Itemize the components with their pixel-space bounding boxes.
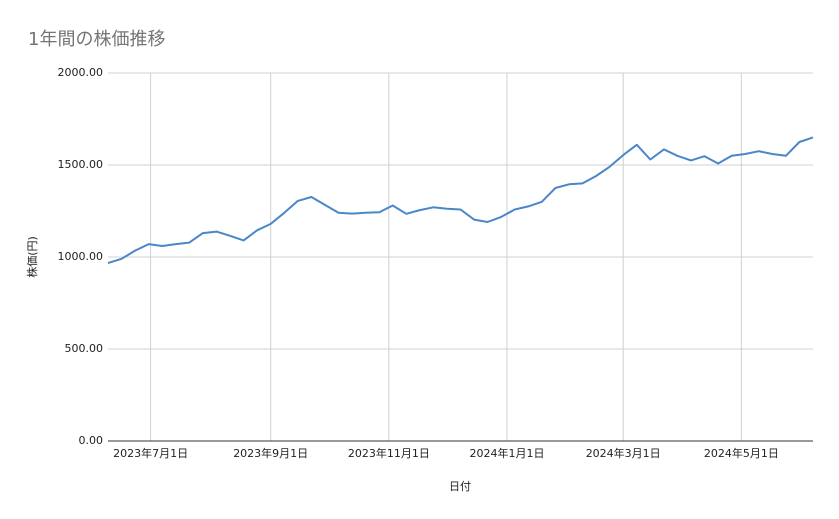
x-tick-label: 2024年5月1日 [704, 446, 779, 460]
y-axis-title: 株価(円) [25, 236, 39, 278]
x-tick-label: 2023年11月1日 [348, 446, 430, 460]
chart-title: 1年間の株価推移 [28, 29, 165, 50]
series-line [107, 136, 814, 265]
x-tick-label: 2024年3月1日 [586, 446, 661, 460]
y-tick-label: 500.00 [65, 342, 104, 355]
y-tick-label: 1500.00 [58, 158, 104, 171]
x-tick-label: 2023年7月1日 [113, 446, 188, 460]
x-tick-label: 2024年1月1日 [469, 446, 544, 460]
x-axis-title: 日付 [449, 480, 471, 493]
x-tick-label: 2023年9月1日 [233, 446, 308, 460]
y-tick-label: 1000.00 [58, 250, 104, 263]
y-tick-label: 0.00 [79, 434, 104, 447]
y-tick-label: 2000.00 [58, 66, 104, 79]
